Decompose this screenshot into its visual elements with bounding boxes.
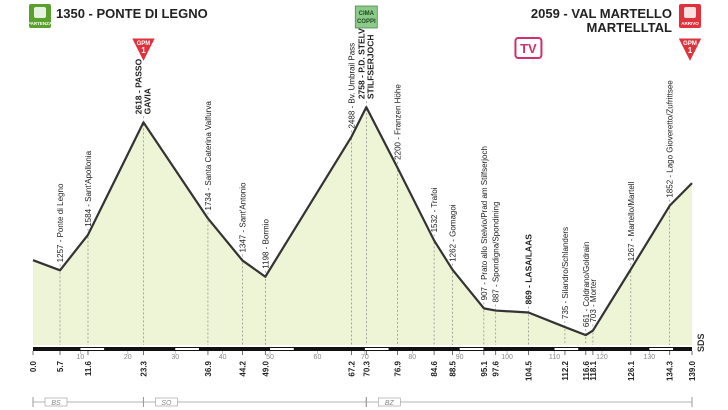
region-label: BZ	[385, 400, 395, 407]
minor-tick-label: 90	[456, 354, 464, 361]
region-label: SO	[161, 400, 172, 407]
x-tick-label: 49.0	[261, 360, 270, 376]
km-ruler-gap	[80, 348, 105, 350]
waypoint-label: 869 - LASA/LAAS	[523, 234, 533, 305]
km-ruler-gap	[459, 348, 484, 350]
minor-tick-label: 80	[408, 354, 416, 361]
badge-shape	[514, 37, 543, 59]
km-ruler-gap	[649, 348, 674, 350]
region-tag	[44, 397, 68, 407]
badge-text: TV	[520, 41, 537, 56]
badge-text: 1	[688, 46, 693, 55]
km-ruler-gap	[270, 348, 294, 350]
waypoint-label: 2488 - Bv. Umbrail Pass	[348, 43, 357, 129]
badge-text: PARTENZA	[28, 21, 53, 26]
minor-tick-label: 10	[77, 354, 85, 361]
waypoint-label: 1198 - Bormio	[261, 219, 270, 269]
minor-tick-label: 70	[361, 354, 369, 361]
badge: PARTENZA	[28, 4, 53, 28]
waypoint-label: 887 - Spondigna/Spondining	[492, 202, 501, 303]
side-label: SDS	[696, 333, 706, 352]
badge-text: ARRIVO	[681, 21, 699, 26]
badge-text: GPM	[137, 41, 151, 47]
waypoint-label: 1734 - Santa Caterina Valfurva	[204, 101, 213, 211]
x-tick-label: 118.1	[589, 360, 598, 380]
profile-line	[32, 106, 693, 337]
minor-tick-label: 120	[596, 354, 608, 361]
km-ruler-gap	[364, 348, 389, 350]
x-tick-label: 11.6	[84, 360, 93, 376]
terrain-area	[33, 107, 692, 345]
minor-tick-label: 100	[501, 354, 513, 361]
minor-tick-label: 50	[266, 354, 274, 361]
badge-text: CIMA	[359, 11, 375, 17]
waypoint-label: 2618 - PASSO	[133, 58, 143, 114]
region-tag	[377, 397, 401, 407]
km-ruler-gap	[554, 348, 579, 350]
x-tick-label: 116.6	[582, 360, 591, 380]
minor-tick-label: 40	[219, 354, 227, 361]
waypoint-label: 703 - Morter	[589, 279, 598, 323]
start-title: 1350 - PONTE DI LEGNO	[56, 6, 208, 21]
km-ruler	[33, 347, 692, 351]
waypoint-label: 1584 - Sant'Apollonia	[84, 150, 93, 226]
waypoint-label: GAVIA	[142, 88, 152, 114]
waypoint-label: STILFSERJOCH	[365, 34, 375, 99]
minor-tick-label: 30	[171, 354, 179, 361]
x-tick-label: 67.2	[348, 360, 357, 376]
x-tick-label: 97.6	[492, 360, 501, 376]
x-tick-label: 126.1	[627, 360, 636, 381]
x-tick-label: 23.3	[139, 360, 148, 376]
km-ruler-gap	[175, 348, 199, 350]
minor-tick-label: 130	[643, 354, 655, 361]
badge-text: GPM	[683, 41, 697, 47]
waypoint-label: 735 - Silandro/Schlanders	[561, 227, 570, 319]
waypoint-label: 1852 - Lago Gioveretto/Zufrittsee	[666, 80, 675, 198]
waypoint-label: 1262 - Gomagoi	[449, 204, 458, 262]
x-tick-label: 88.5	[449, 360, 458, 376]
waypoint-label: 1257 - Ponte di Legno	[56, 183, 65, 262]
x-tick-label: 112.2	[561, 360, 570, 380]
minor-tick-label: 20	[124, 354, 132, 361]
waypoint-label: 2758 - P.D. STELVIO	[356, 19, 366, 99]
region-label: BS	[51, 400, 61, 407]
badge: TV	[514, 37, 543, 59]
x-tick-label: 36.9	[204, 360, 213, 376]
x-tick-label: 104.5	[524, 360, 533, 381]
x-tick-label: 84.6	[430, 360, 439, 376]
badge-inner	[34, 7, 46, 18]
badge-text: 1	[141, 46, 146, 55]
x-tick-label: 44.2	[239, 360, 248, 376]
waypoint-label: 907 - Prato allo Stelvio/Prad am Stilfse…	[480, 146, 489, 300]
waypoint-label: 661 - Coldrano/Goldrain	[582, 242, 591, 327]
waypoint-label: 1532 - Trafoi	[430, 187, 439, 232]
minor-tick-label: 110	[549, 354, 560, 361]
waypoint-label: 1267 - Martello/Martell	[627, 181, 636, 261]
x-tick-label: 70.3	[362, 360, 371, 376]
x-tick-label: 5.7	[56, 360, 65, 372]
badge-text: COPPI	[357, 19, 376, 25]
badge-shape	[130, 37, 157, 64]
badge-shape	[354, 5, 378, 29]
badge: ARRIVO	[679, 4, 701, 28]
x-tick-label: 139.0	[688, 360, 697, 381]
badge-shape	[677, 37, 703, 64]
region-tag	[155, 397, 178, 407]
minor-tick-label: 60	[314, 354, 322, 361]
badge-inner	[684, 7, 696, 18]
x-tick-label: 76.9	[394, 360, 403, 376]
finish-title: MARTELLTAL	[587, 20, 672, 35]
finish-title: 2059 - VAL MARTELLO	[531, 6, 672, 21]
x-tick-label: 0.0	[29, 360, 38, 372]
waypoint-label: 1347 - Sant'Antonio	[239, 182, 248, 253]
x-tick-label: 95.1	[480, 360, 489, 376]
x-tick-label: 134.3	[666, 360, 675, 381]
badge: CIMA COPPI	[354, 5, 378, 29]
waypoint-label: 2200 - Franzen Höhe	[394, 84, 403, 160]
